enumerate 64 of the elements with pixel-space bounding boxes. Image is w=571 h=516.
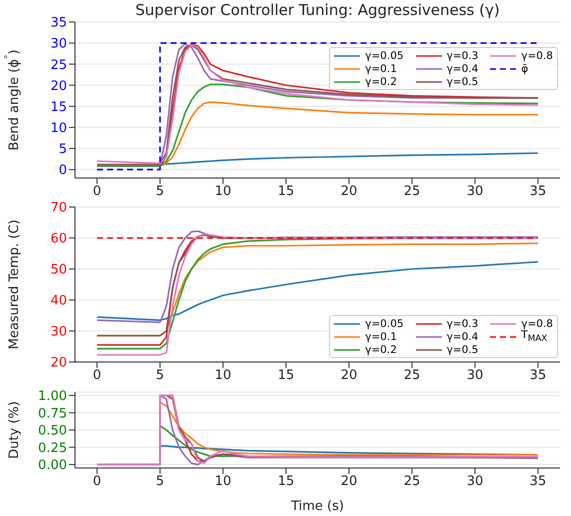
legend-label: γ=0.3	[446, 318, 478, 330]
legend-label: γ=0.3	[446, 50, 478, 62]
legend-label: γ=0.4	[446, 62, 478, 74]
x-tick-label: 10	[214, 184, 232, 200]
y-tick-label: 30	[50, 36, 67, 52]
y-tick-label: 50	[50, 262, 67, 278]
x-tick-label: 0	[92, 368, 102, 384]
y-tick-label: 70	[50, 200, 67, 216]
legend-label: γ=0.5	[446, 344, 478, 356]
y-tick-label: 0	[58, 163, 67, 178]
x-tick-label: 30	[466, 474, 484, 490]
x-tick-label: 25	[404, 368, 420, 384]
x-tick-label: 30	[466, 184, 484, 200]
y-tick-label: 15	[50, 100, 67, 115]
legend-label: T$_{MAX}$	[521, 328, 548, 344]
line-series	[96, 261, 539, 321]
y-tick-label: 0.00	[38, 458, 67, 474]
x-tick-label: 25	[404, 184, 420, 200]
x-tick-label: 15	[278, 474, 294, 490]
legend-label: γ=0.5	[446, 76, 478, 88]
legend-label: γ=0.4	[446, 330, 478, 342]
y-tick-label: 30	[50, 324, 67, 340]
y-tick-label: 1.00	[38, 389, 67, 404]
chart-title: Supervisor Controller Tuning: Aggressiveness (γ)	[134, 1, 501, 19]
y-tick-label: 10	[50, 121, 67, 136]
y-tick-label: 5	[58, 142, 67, 158]
y-tick-label: 40	[50, 294, 67, 309]
legend-label: φ̄	[521, 62, 528, 74]
x-tick-label: 0	[92, 184, 102, 200]
x-tick-label: 0	[92, 474, 102, 490]
legend-label: γ=0.1	[365, 62, 397, 74]
x-tick-label: 15	[278, 184, 294, 200]
x-tick-label: 30	[466, 368, 484, 384]
legend-label: γ=0.2	[365, 344, 397, 356]
y-tick-label: 0.25	[38, 440, 67, 456]
x-tick-label: 35	[530, 474, 546, 490]
legend-label: γ=0.05	[365, 50, 404, 62]
y-tick-label: 20	[50, 356, 67, 371]
y-axis-title: Duty (%)	[6, 401, 22, 459]
legend-label: γ=0.2	[365, 76, 397, 88]
y-tick-label: 0.75	[38, 406, 67, 422]
y-tick-label: 20	[50, 78, 67, 94]
x-tick-label: 20	[340, 474, 358, 490]
y-tick-label: 60	[50, 232, 67, 247]
x-tick-label: 15	[278, 368, 294, 384]
legend-label: γ=0.8	[521, 318, 553, 330]
x-axis-title: Time (s)	[290, 499, 344, 514]
x-tick-label: 10	[214, 368, 232, 384]
x-tick-label: 25	[404, 474, 420, 490]
x-tick-label: 10	[214, 474, 232, 490]
y-tick-label: 35	[50, 16, 67, 31]
legend-label: γ=0.8	[521, 50, 553, 62]
legend-label: γ=0.1	[365, 330, 397, 342]
x-tick-label: 20	[340, 368, 358, 384]
x-tick-label: 5	[156, 184, 164, 200]
y-axis-title: Measured Temp. (C)	[6, 220, 22, 350]
x-tick-label: 20	[340, 184, 358, 200]
legend-label: γ=0.05	[365, 318, 404, 330]
x-tick-label: 5	[156, 474, 164, 490]
x-tick-label: 35	[530, 184, 546, 200]
y-tick-label: 0.50	[38, 424, 67, 439]
x-tick-label: 5	[156, 368, 164, 384]
x-tick-label: 35	[530, 368, 546, 384]
y-tick-label: 25	[50, 58, 67, 73]
